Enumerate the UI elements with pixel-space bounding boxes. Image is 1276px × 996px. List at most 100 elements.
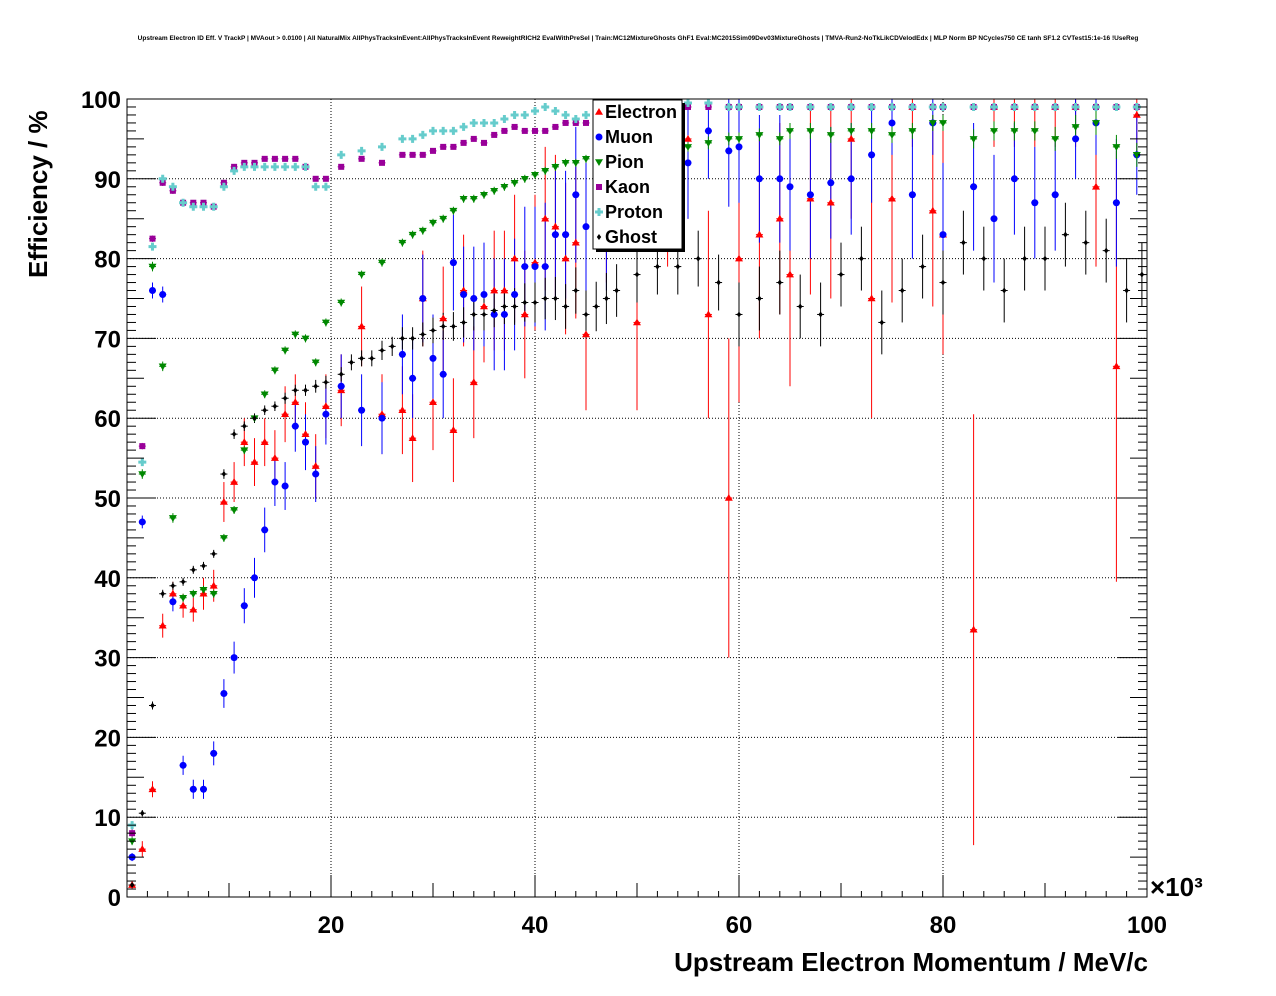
pion-point bbox=[418, 227, 427, 235]
proton-point bbox=[337, 150, 346, 159]
proton-point bbox=[209, 202, 218, 211]
electron-point bbox=[230, 478, 239, 485]
proton-point bbox=[826, 102, 835, 111]
proton-point bbox=[459, 122, 468, 131]
ghost-point bbox=[201, 562, 206, 569]
proton-point bbox=[270, 162, 279, 171]
muon-point bbox=[521, 263, 529, 271]
electron-point bbox=[867, 294, 876, 302]
proton-point bbox=[168, 182, 177, 191]
proton-point bbox=[260, 162, 269, 171]
legend-label-electron: Electron bbox=[605, 102, 677, 122]
proton-point bbox=[724, 102, 733, 111]
electron-point bbox=[928, 206, 937, 214]
electron-point bbox=[480, 302, 488, 310]
kaon-point bbox=[282, 155, 289, 162]
ghost-point bbox=[451, 323, 456, 330]
pion-point bbox=[291, 331, 300, 339]
proton-point bbox=[510, 110, 519, 119]
tick-layer bbox=[126, 98, 1148, 898]
pion-point bbox=[806, 128, 815, 135]
electron-point bbox=[786, 270, 794, 278]
electron-point bbox=[735, 254, 743, 262]
muon-point bbox=[776, 175, 784, 183]
muon-point bbox=[541, 263, 549, 271]
ghost-point bbox=[502, 303, 507, 310]
kaon-point bbox=[399, 151, 406, 158]
proton-point bbox=[786, 102, 794, 111]
electron-point bbox=[301, 430, 310, 437]
electron-point bbox=[541, 214, 550, 222]
pion-point bbox=[990, 128, 998, 135]
x-axis-multiplier: ×10³ bbox=[1150, 872, 1203, 902]
ghost-point bbox=[563, 303, 568, 310]
electron-point bbox=[158, 621, 167, 629]
pion-point bbox=[378, 259, 386, 267]
proton-point bbox=[1030, 102, 1039, 111]
ghost-point bbox=[221, 471, 227, 478]
y-tick-label: 30 bbox=[94, 646, 121, 673]
ghost-point bbox=[339, 371, 344, 378]
legend-marker-pion bbox=[595, 159, 603, 166]
proton-point bbox=[888, 102, 896, 111]
y-tick-label: 10 bbox=[94, 805, 121, 832]
electron-point bbox=[398, 406, 407, 414]
electron-point bbox=[551, 222, 560, 230]
proton-point bbox=[704, 98, 713, 107]
kaon-point bbox=[312, 175, 319, 182]
x-tick-label: 20 bbox=[318, 912, 345, 939]
proton-point bbox=[240, 162, 249, 171]
electron-point bbox=[469, 378, 478, 386]
electron-point bbox=[240, 438, 249, 445]
muon-point bbox=[1010, 175, 1018, 183]
muon-point bbox=[735, 143, 743, 151]
ghost-point bbox=[1124, 287, 1129, 294]
proton-point bbox=[301, 162, 310, 171]
muon-point bbox=[302, 438, 309, 446]
legend-label-muon: Muon bbox=[605, 127, 653, 147]
muon-point bbox=[908, 191, 916, 199]
proton-point bbox=[138, 458, 147, 467]
muon-point bbox=[210, 749, 218, 757]
ghost-point bbox=[879, 319, 884, 326]
pion-point bbox=[969, 136, 978, 143]
electron-point bbox=[561, 254, 570, 262]
kaon-point bbox=[419, 151, 426, 158]
pion-point bbox=[551, 164, 560, 171]
muon-point bbox=[551, 231, 559, 239]
ghost-point bbox=[323, 379, 329, 386]
muon-point bbox=[572, 191, 580, 199]
pion-point bbox=[321, 319, 330, 327]
ghost-point bbox=[900, 287, 905, 294]
proton-point bbox=[775, 102, 784, 111]
pion-point bbox=[459, 195, 468, 203]
proton-point bbox=[199, 202, 208, 211]
muon-point bbox=[230, 654, 238, 662]
pion-point bbox=[240, 447, 249, 455]
proton-point bbox=[500, 114, 509, 123]
ghost-point bbox=[522, 299, 527, 306]
kaon-point bbox=[532, 127, 538, 134]
label-layer: 20 40 60 80 100 0 10 20 30 40 50 60 70 80 90 100 bbox=[81, 87, 1167, 939]
muon-point bbox=[429, 354, 437, 362]
pion-point bbox=[571, 160, 580, 167]
proton-point bbox=[219, 182, 228, 191]
pion-point bbox=[939, 120, 947, 127]
ghost-point bbox=[180, 578, 186, 585]
ghost-point bbox=[349, 359, 354, 366]
y-tick-label: 90 bbox=[94, 167, 121, 194]
y-tick-label: 100 bbox=[81, 87, 121, 114]
pion-point bbox=[582, 156, 590, 163]
electron-point bbox=[1132, 110, 1141, 118]
muon-point bbox=[725, 147, 733, 155]
muon-point bbox=[169, 598, 177, 606]
proton-point bbox=[357, 146, 366, 155]
x-tick-label: 80 bbox=[930, 912, 957, 939]
x-tick-label: 100 bbox=[1127, 912, 1167, 939]
proton-point bbox=[230, 166, 239, 175]
electron-point bbox=[633, 318, 641, 326]
pion-point bbox=[408, 231, 417, 239]
kaon-point bbox=[338, 163, 345, 170]
ghost-point bbox=[777, 279, 782, 286]
kaon-point bbox=[521, 127, 528, 134]
